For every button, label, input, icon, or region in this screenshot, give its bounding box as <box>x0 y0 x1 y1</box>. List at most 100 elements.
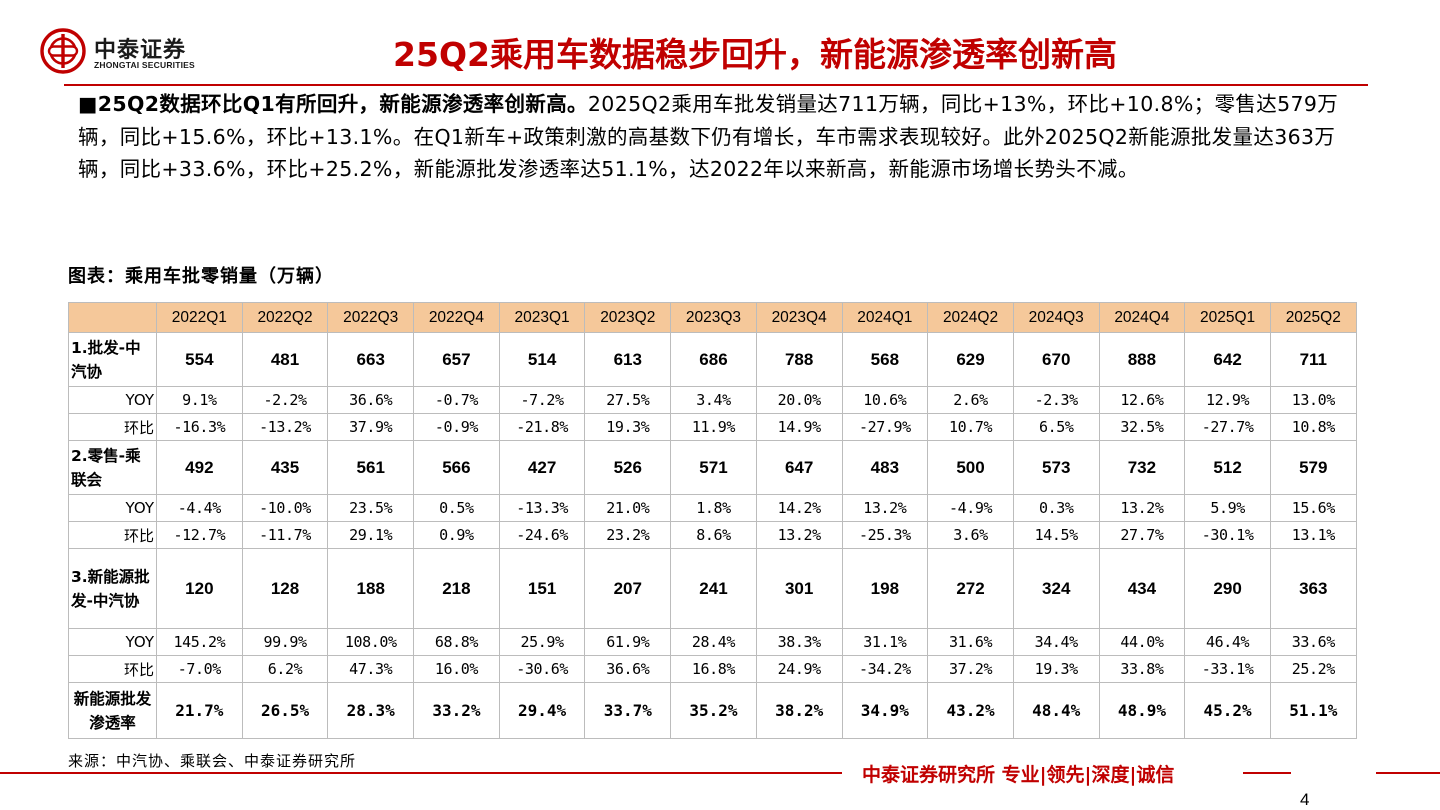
table-cell: 13.1% <box>1269 521 1357 549</box>
table-cell: 38.3% <box>755 628 843 656</box>
table-cell: 526 <box>584 440 672 495</box>
table-cell: 10.6% <box>841 386 929 414</box>
table-row: 环比 -12.7% -11.7% 29.1% 0.9% -24.6% 23.2% 8.6% 13… <box>68 521 1357 549</box>
table-cell: 25.2% <box>1269 655 1357 683</box>
table-cell: 647 <box>755 440 843 495</box>
table-cell: 29.4% <box>498 682 586 739</box>
column-header: 2023Q4 <box>755 302 843 333</box>
square-bullet-icon: ■ <box>78 92 98 116</box>
column-header: 2022Q2 <box>241 302 329 333</box>
table-cell: 34.4% <box>1012 628 1100 656</box>
table-cell: 46.4% <box>1184 628 1271 656</box>
footer-divider-middle <box>1243 772 1291 774</box>
table-cell: 434 <box>1098 548 1186 629</box>
table-cell: 25.9% <box>498 628 586 656</box>
table-cell: 579 <box>1269 440 1357 495</box>
row-label: YOY <box>68 494 157 522</box>
table-cell: -21.8% <box>498 413 586 441</box>
table-cell: 188 <box>327 548 415 629</box>
table-corner-cell <box>68 302 157 333</box>
table-cell: 500 <box>927 440 1014 495</box>
table-cell: -2.2% <box>241 386 329 414</box>
column-header: 2025Q2 <box>1269 302 1357 333</box>
column-header: 2023Q1 <box>498 302 586 333</box>
table-cell: 108.0% <box>327 628 415 656</box>
row-label: 2.零售-乘联会 <box>68 440 157 495</box>
table-cell: 272 <box>927 548 1014 629</box>
table-cell: 14.5% <box>1012 521 1100 549</box>
sales-table: 2022Q1 2022Q2 2022Q3 2022Q4 2023Q1 2023Q2 2023… <box>68 302 1357 739</box>
table-cell: 711 <box>1269 332 1357 387</box>
table-cell: 38.2% <box>755 682 843 739</box>
table-row: 环比 -16.3% -13.2% 37.9% -0.9% -21.8% 19.3% 11.9%… <box>68 413 1357 441</box>
table-cell: 613 <box>584 332 672 387</box>
table-row: YOY 9.1% -2.2% 36.6% -0.7% -7.2% 27.5% 3.4% 20.0… <box>68 386 1357 414</box>
table-cell: 36.6% <box>327 386 415 414</box>
table-cell: 45.2% <box>1184 682 1271 739</box>
table-cell: 435 <box>241 440 329 495</box>
table-cell: 1.8% <box>670 494 757 522</box>
table-cell: 14.9% <box>755 413 843 441</box>
table-cell: 31.1% <box>841 628 929 656</box>
brand-name-en: ZHONGTAI SECURITIES <box>94 60 195 70</box>
table-header-row: 2022Q1 2022Q2 2022Q3 2022Q4 2023Q1 2023Q2 2023… <box>68 302 1357 333</box>
table-cell: 34.9% <box>841 682 929 739</box>
summary-lead: 25Q2数据环比Q1有所回升，新能源渗透率创新高。 <box>97 92 588 116</box>
row-label: 1.批发-中汽协 <box>68 332 157 387</box>
table-cell: 571 <box>670 440 757 495</box>
table-cell: 207 <box>584 548 672 629</box>
table-cell: 0.3% <box>1012 494 1100 522</box>
table-cell: 68.8% <box>413 628 500 656</box>
table-cell: 573 <box>1012 440 1100 495</box>
page-number: 4 <box>1300 790 1310 809</box>
column-header: 2024Q2 <box>927 302 1014 333</box>
summary-body: 2025Q2乘用车批发销量达711万辆，同比+13%，环比+10.8%；零售达5… <box>78 92 1339 181</box>
table-cell: 198 <box>841 548 929 629</box>
table-cell: 24.9% <box>755 655 843 683</box>
table-cell: 13.2% <box>755 521 843 549</box>
table-cell: 61.9% <box>584 628 672 656</box>
table-cell: 48.9% <box>1098 682 1186 739</box>
table-row: 新能源批发渗透率 21.7% 26.5% 28.3% 33.2% 29.4% 33.7% 35… <box>68 682 1357 739</box>
table-cell: 363 <box>1269 548 1357 629</box>
column-header: 2024Q4 <box>1098 302 1186 333</box>
table-cell: 554 <box>156 332 243 387</box>
table-cell: 23.5% <box>327 494 415 522</box>
table-cell: 10.8% <box>1269 413 1357 441</box>
table-cell: 23.2% <box>584 521 672 549</box>
footer-divider-left <box>0 772 842 774</box>
table-cell: 19.3% <box>1012 655 1100 683</box>
table-cell: 13.0% <box>1269 386 1357 414</box>
table-cell: -0.9% <box>413 413 500 441</box>
table-cell: 19.3% <box>584 413 672 441</box>
column-header: 2024Q3 <box>1012 302 1100 333</box>
table-cell: 21.0% <box>584 494 672 522</box>
table-cell: 561 <box>327 440 415 495</box>
table-cell: -27.7% <box>1184 413 1271 441</box>
brand-logo: 中泰证券 ZHONGTAI SECURITIES <box>40 28 220 74</box>
zhongtai-logo-icon <box>40 28 86 74</box>
table-cell: 20.0% <box>755 386 843 414</box>
brand-name-cn: 中泰证券 <box>94 38 187 63</box>
table-cell: 6.2% <box>241 655 329 683</box>
table-cell: 427 <box>498 440 586 495</box>
table-cell: 10.7% <box>927 413 1014 441</box>
column-header: 2022Q1 <box>156 302 243 333</box>
table-cell: -30.1% <box>1184 521 1271 549</box>
table-cell: 663 <box>327 332 415 387</box>
table-cell: -2.3% <box>1012 386 1100 414</box>
table-cell: 568 <box>841 332 929 387</box>
table-cell: 21.7% <box>156 682 243 739</box>
table-cell: 128 <box>241 548 329 629</box>
row-label: YOY <box>68 628 157 656</box>
table-cell: -13.3% <box>498 494 586 522</box>
table-cell: 12.6% <box>1098 386 1186 414</box>
table-cell: 31.6% <box>927 628 1014 656</box>
table-cell: 5.9% <box>1184 494 1271 522</box>
table-cell: 51.1% <box>1269 682 1357 739</box>
table-cell: -13.2% <box>241 413 329 441</box>
table-cell: 0.5% <box>413 494 500 522</box>
row-label: 环比 <box>68 413 157 441</box>
table-cell: 27.5% <box>584 386 672 414</box>
table-cell: 14.2% <box>755 494 843 522</box>
